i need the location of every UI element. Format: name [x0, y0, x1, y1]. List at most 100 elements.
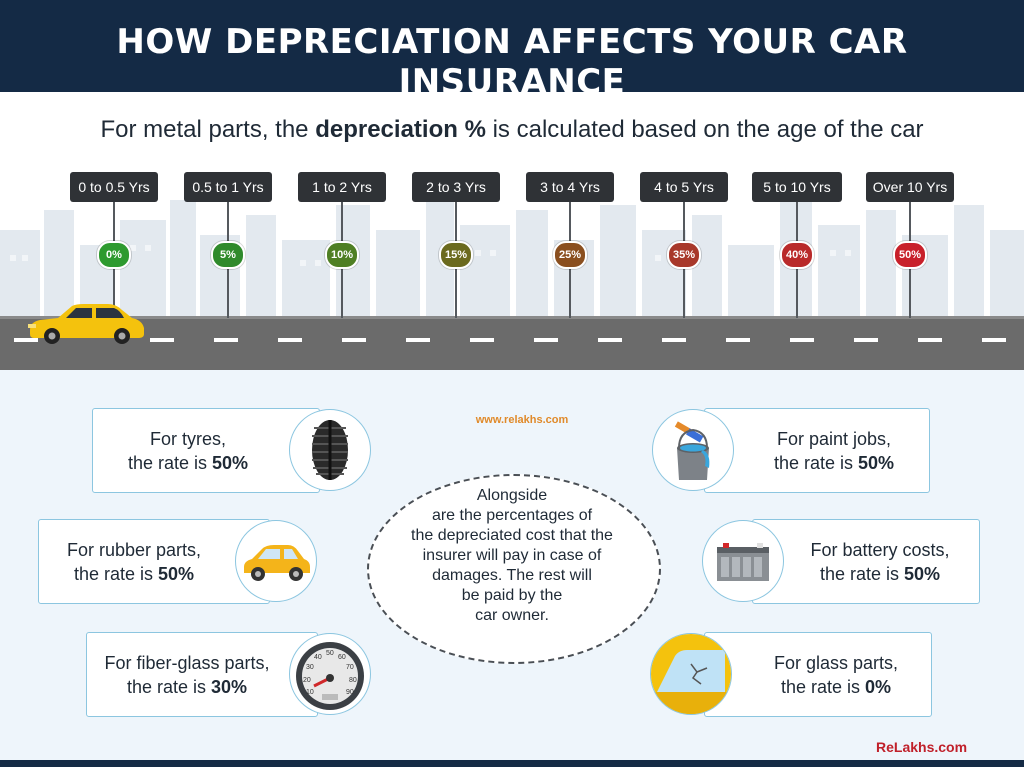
speed-tick-10: 10 — [306, 689, 314, 696]
rate-badge-4: 25% — [553, 241, 587, 269]
card-glass-rate: 0% — [865, 676, 892, 697]
age-label-3: 2 to 3 Yrs — [412, 172, 500, 202]
road-dash — [534, 338, 558, 342]
tyre-icon — [289, 409, 371, 491]
card-paint-prefix: the rate is — [773, 452, 858, 473]
road-dash — [854, 338, 878, 342]
page-title: HOW DEPRECIATION AFFECTS YOUR CAR INSURA… — [116, 22, 908, 102]
center-note-text: Alongside are the percentages of the dep… — [367, 486, 657, 626]
center-line-4: insurer will pay in case of — [422, 547, 602, 564]
card-fiberglass: For fiber-glass parts, the rate is 30% — [86, 632, 318, 717]
card-paint-rate: 50% — [858, 452, 895, 473]
card-paint-line2: the rate is 50% — [739, 451, 929, 475]
rate-badge-2: 10% — [325, 241, 359, 269]
age-label-4: 3 to 4 Yrs — [526, 172, 614, 202]
speed-tick-50: 50 — [326, 650, 334, 657]
subtitle-before: For metal parts, the — [100, 116, 316, 143]
city-skyline-illustration — [0, 195, 1024, 320]
card-battery: For battery costs, the rate is 50% — [752, 519, 980, 604]
card-fiberglass-line1: For fiber-glass parts, — [104, 652, 270, 673]
center-note-ellipse — [367, 474, 661, 664]
road-dash — [790, 338, 814, 342]
speed-tick-70: 70 — [346, 664, 354, 671]
center-line-5: damages. The rest will — [432, 567, 592, 584]
card-tyres-line1: For tyres, — [149, 428, 226, 449]
age-label-1: 0.5 to 1 Yrs — [184, 172, 272, 202]
card-tyres-line2: the rate is 50% — [93, 451, 283, 475]
car-icon — [235, 520, 317, 602]
broken-glass-icon — [650, 633, 732, 715]
age-label-5: 4 to 5 Yrs — [640, 172, 728, 202]
road-dash — [150, 338, 174, 342]
card-rubber-text: For rubber parts, the rate is 50% — [39, 520, 229, 603]
road-dash — [406, 338, 430, 342]
subtitle-bold: depreciation % — [315, 116, 486, 143]
rate-badge-1: 5% — [211, 241, 245, 269]
rate-badge-5: 35% — [667, 241, 701, 269]
card-rubber-prefix: the rate is — [73, 563, 158, 584]
card-paint-text: For paint jobs, the rate is 50% — [739, 409, 929, 492]
card-glass-text: For glass parts, the rate is 0% — [741, 633, 931, 716]
road-dash — [342, 338, 366, 342]
road-dash — [214, 338, 238, 342]
age-label-6: 5 to 10 Yrs — [752, 172, 842, 202]
card-fiberglass-rate: 30% — [211, 676, 248, 697]
card-rubber-line1: For rubber parts, — [66, 539, 202, 560]
road-dash — [918, 338, 942, 342]
road-dash — [726, 338, 750, 342]
center-line-6: be paid by the — [461, 587, 563, 604]
subtitle-after: is calculated based on the age of the ca… — [485, 116, 924, 143]
card-glass-prefix: the rate is — [780, 676, 866, 697]
header-bar: HOW DEPRECIATION AFFECTS YOUR CAR INSURA… — [0, 0, 1024, 102]
subtitle: For metal parts, the depreciation % is c… — [0, 116, 1024, 144]
card-rubber-line2: the rate is 50% — [39, 562, 229, 586]
center-line-3: the depreciated cost that the — [411, 527, 613, 544]
rate-badge-7: 50% — [893, 241, 927, 269]
rate-badge-0: 0% — [97, 241, 131, 269]
card-glass-line2: the rate is 0% — [741, 675, 931, 699]
age-label-2: 1 to 2 Yrs — [298, 172, 386, 202]
center-line-2: are the percentages of — [431, 507, 593, 524]
card-tyres-text: For tyres, the rate is 50% — [93, 409, 283, 492]
card-battery-line2: the rate is 50% — [781, 562, 979, 586]
card-rubber-rate: 50% — [158, 563, 195, 584]
speed-tick-90: 90 — [346, 689, 354, 696]
center-line-7: car owner. — [475, 607, 549, 624]
card-paint: For paint jobs, the rate is 50% — [704, 408, 930, 493]
card-battery-line1: For battery costs, — [810, 539, 950, 560]
paint-bucket-icon — [652, 409, 734, 491]
road-dash — [982, 338, 1006, 342]
road-edge — [0, 316, 1024, 319]
age-label-0: 0 to 0.5 Yrs — [70, 172, 158, 202]
card-glass: For glass parts, the rate is 0% — [704, 632, 932, 717]
rate-badge-3: 15% — [439, 241, 473, 269]
speed-tick-60: 60 — [338, 654, 346, 661]
card-tyres-rate: 50% — [212, 452, 249, 473]
speed-tick-40: 40 — [314, 654, 322, 661]
brand-logo-text: ReLakhs.com — [876, 739, 968, 755]
road-dash — [278, 338, 302, 342]
road-dash — [598, 338, 622, 342]
speedometer-icon: 10 20 30 40 50 60 70 80 90 — [289, 633, 371, 715]
card-fiberglass-line2: the rate is 30% — [87, 675, 287, 699]
road-dash — [470, 338, 494, 342]
card-fiberglass-prefix: the rate is — [126, 676, 211, 697]
age-label-7: Over 10 Yrs — [866, 172, 954, 202]
card-paint-line1: For paint jobs, — [776, 428, 892, 449]
speed-tick-80: 80 — [349, 677, 357, 684]
card-battery-rate: 50% — [904, 563, 941, 584]
road — [0, 316, 1024, 370]
road-dash — [14, 338, 38, 342]
card-tyres-prefix: the rate is — [127, 452, 212, 473]
card-glass-line1: For glass parts, — [773, 652, 899, 673]
watermark-text: www.relakhs.com — [475, 414, 569, 426]
card-tyres: For tyres, the rate is 50% — [92, 408, 320, 493]
card-fiberglass-text: For fiber-glass parts, the rate is 30% — [87, 633, 287, 716]
card-battery-prefix: the rate is — [819, 563, 904, 584]
taxi-car-icon — [28, 304, 144, 344]
battery-icon — [702, 520, 784, 602]
card-rubber: For rubber parts, the rate is 50% — [38, 519, 270, 604]
card-battery-text: For battery costs, the rate is 50% — [781, 520, 979, 603]
speed-tick-30: 30 — [306, 664, 314, 671]
rate-badge-6: 40% — [780, 241, 814, 269]
